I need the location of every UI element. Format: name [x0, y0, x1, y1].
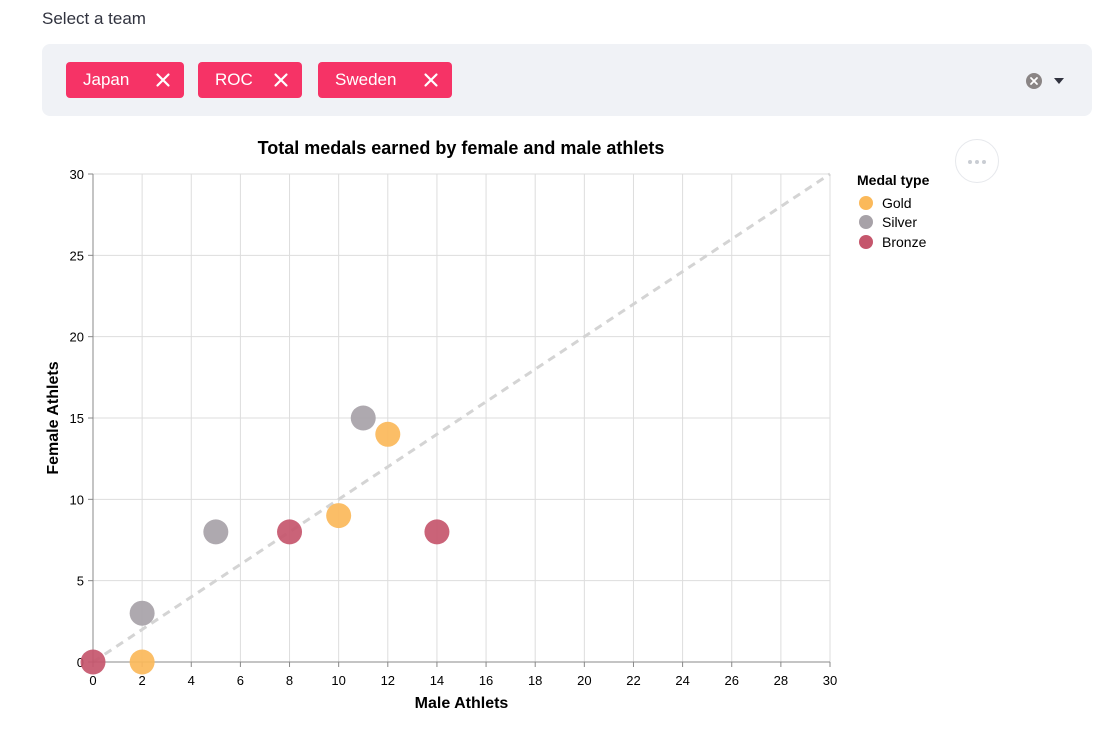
x-tick-label: 0 [89, 673, 96, 688]
x-tick-label: 22 [626, 673, 640, 688]
remove-tag-icon[interactable] [154, 71, 172, 89]
x-tick-label: 4 [188, 673, 195, 688]
dot-icon [982, 160, 986, 164]
remove-tag-icon[interactable] [272, 71, 290, 89]
legend-label: Gold [882, 194, 912, 211]
grid [92, 173, 831, 663]
x-tick-label: 6 [237, 673, 244, 688]
legend-label: Silver [882, 214, 918, 231]
legend-item-bronze: Bronze [857, 232, 929, 252]
x-tick-label: 28 [774, 673, 788, 688]
x-tick-label: 18 [528, 673, 542, 688]
y-tick-label: 10 [70, 492, 84, 507]
point-gold [129, 649, 155, 675]
point-bronze [424, 519, 450, 545]
y-tick-label: 0 [77, 655, 84, 670]
x-tick-label: 20 [577, 673, 591, 688]
point-bronze [277, 519, 303, 545]
more-options-button[interactable] [955, 139, 999, 183]
chevron-down-icon[interactable] [1052, 74, 1066, 88]
reference-diagonal [92, 172, 831, 664]
remove-tag-icon[interactable] [422, 71, 440, 89]
x-tick-label: 16 [479, 673, 493, 688]
legend-item-gold: Gold [857, 193, 929, 213]
legend-item-silver: Silver [857, 213, 929, 233]
point-silver [203, 519, 229, 545]
x-tick-label: 8 [286, 673, 293, 688]
x-tick-label: 14 [430, 673, 444, 688]
x-axis-label: Male Athlets [415, 695, 509, 712]
dot-icon [975, 160, 979, 164]
data-points [80, 405, 450, 675]
team-select-label: Select a team [42, 9, 146, 28]
tag-sweden[interactable]: Sweden [318, 62, 452, 98]
legend-swatch [859, 234, 873, 249]
point-gold [375, 421, 401, 447]
scatter-chart: Total medals earned by female and male a… [45, 138, 838, 712]
y-tick-label: 15 [70, 411, 84, 426]
tag-japan[interactable]: Japan [66, 62, 184, 98]
legend: Medal type Gold Silver Bronze [857, 172, 929, 252]
point-silver [129, 600, 155, 626]
chart-title: Total medals earned by female and male a… [258, 138, 665, 158]
legend-swatch [859, 215, 873, 230]
x-tick-label: 12 [381, 673, 395, 688]
clear-all-icon[interactable] [1025, 72, 1043, 90]
y-tick-label: 5 [77, 574, 84, 589]
legend-swatch [859, 195, 873, 210]
point-bronze [80, 649, 106, 675]
legend-label: Bronze [882, 233, 927, 250]
tag-label: Japan [83, 70, 130, 89]
legend-title: Medal type [857, 172, 930, 188]
dot-icon [968, 160, 972, 164]
y-tick-label: 30 [70, 167, 84, 182]
tag-label: ROC [215, 70, 253, 89]
x-tick-label: 24 [675, 673, 689, 688]
y-tick-label: 25 [70, 248, 84, 263]
y-axis-label: Female Athlets [45, 361, 62, 474]
tag-roc[interactable]: ROC [198, 62, 302, 98]
x-tick-label: 2 [139, 673, 146, 688]
point-silver [350, 405, 376, 431]
y-tick-label: 20 [70, 330, 84, 345]
tag-label: Sweden [335, 70, 397, 89]
x-tick-label: 26 [724, 673, 738, 688]
point-gold [326, 503, 352, 529]
x-tick-label: 10 [331, 673, 345, 688]
x-tick-label: 30 [823, 673, 837, 688]
team-multiselect[interactable]: Japan ROC Sweden [42, 44, 1092, 116]
